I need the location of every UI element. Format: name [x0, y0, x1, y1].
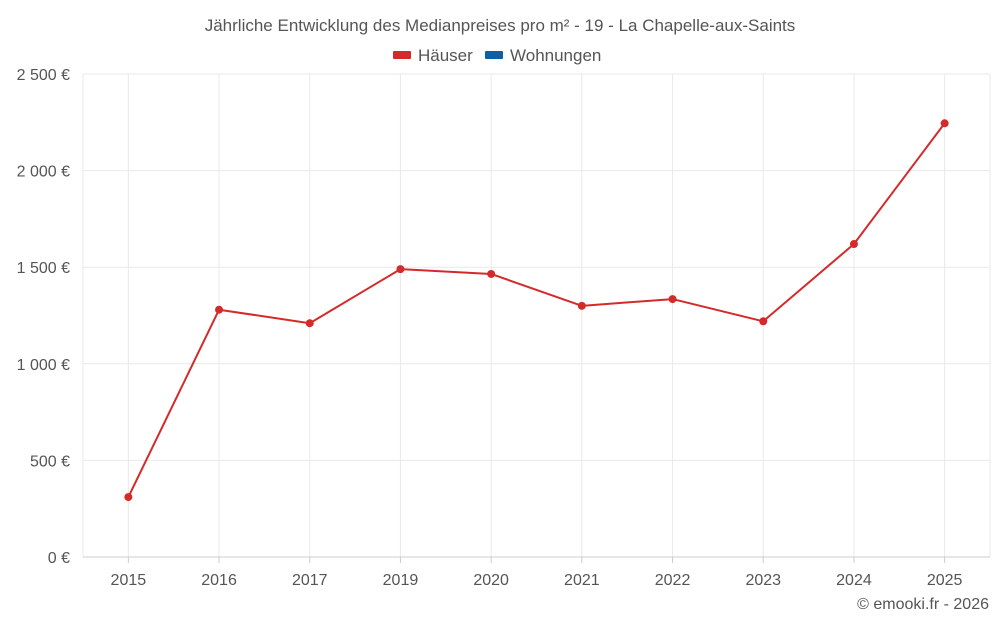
credit-text: © emooki.fr - 2026 — [857, 596, 989, 613]
series-line-haeuser — [127, 122, 946, 498]
x-tick-label: 2022 — [655, 572, 691, 589]
legend-item-wohnungen[interactable]: Wohnungen — [485, 46, 601, 65]
x-tick-label: 2017 — [292, 572, 328, 589]
data-point-2022[interactable] — [668, 295, 677, 304]
y-tick-label: 0 € — [48, 550, 70, 567]
data-point-2015[interactable] — [124, 493, 133, 502]
y-tick-label: 1 000 € — [17, 357, 70, 374]
x-tick-label: 2021 — [564, 572, 600, 589]
series — [124, 119, 949, 502]
data-point-2017[interactable] — [305, 319, 314, 328]
y-tick-label: 2 500 € — [17, 67, 70, 84]
data-point-2023[interactable] — [759, 317, 768, 326]
data-point-2019[interactable] — [396, 265, 405, 274]
x-tick-label: 2020 — [473, 572, 509, 589]
x-tick-label: 2023 — [745, 572, 781, 589]
x-tick-label: 2016 — [201, 572, 237, 589]
data-point-2016[interactable] — [215, 305, 224, 314]
legend-swatch-haeuser — [393, 51, 411, 59]
y-axis-ticks: 0 € 500 € 1 000 € 1 500 € 2 000 € 2 500 € — [17, 67, 70, 567]
x-tick-label: 2019 — [383, 572, 419, 589]
data-point-2025[interactable] — [940, 119, 949, 128]
x-axis-ticks: 2015 2016 2017 2019 2020 2021 2022 2023 2024 2025 — [111, 572, 963, 589]
legend-label-haeuser: Häuser — [418, 46, 473, 65]
grid — [83, 73, 990, 557]
axes — [82, 74, 991, 563]
legend-item-haeuser[interactable]: Häuser — [393, 46, 473, 65]
data-point-2021[interactable] — [577, 301, 586, 310]
x-tick-label: 2025 — [927, 572, 963, 589]
x-tick-label: 2024 — [836, 572, 872, 589]
y-tick-label: 2 000 € — [17, 164, 70, 181]
legend-swatch-wohnungen — [485, 51, 503, 59]
data-point-2024[interactable] — [849, 240, 858, 249]
x-tick-label: 2015 — [111, 572, 147, 589]
legend-label-wohnungen: Wohnungen — [510, 46, 601, 65]
y-tick-label: 500 € — [30, 453, 70, 470]
data-point-2020[interactable] — [487, 269, 496, 278]
legend: Häuser Wohnungen — [393, 46, 601, 65]
chart-title: Jährliche Entwicklung des Medianpreises … — [205, 16, 796, 35]
y-tick-label: 1 500 € — [17, 260, 70, 277]
